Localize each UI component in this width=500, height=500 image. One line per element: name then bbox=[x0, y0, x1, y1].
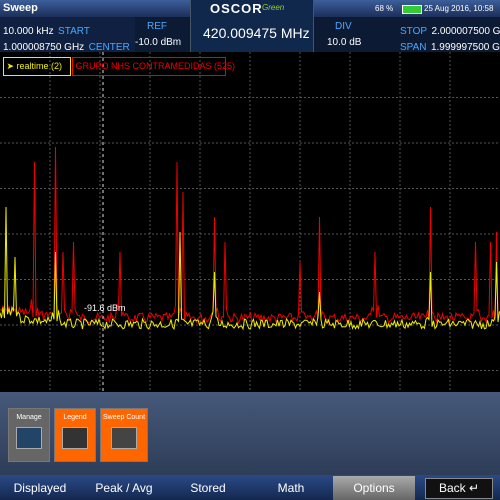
sweep-count-button[interactable]: Sweep Count bbox=[100, 408, 148, 462]
marker-label: -91.6 dBm bbox=[84, 303, 126, 313]
back-button[interactable]: Back ↵ bbox=[425, 478, 493, 499]
legend-icon bbox=[62, 427, 88, 449]
manage-icon bbox=[16, 427, 42, 449]
manage-text: Manage bbox=[16, 414, 42, 421]
legend-live-text: realtime (2) bbox=[16, 61, 63, 71]
tab[interactable]: Peak / Avg bbox=[95, 481, 153, 495]
start-label: START bbox=[58, 26, 90, 37]
datetime: 25 Aug 2016, 10:58 bbox=[424, 4, 494, 13]
frequency-panel bbox=[190, 0, 314, 52]
logo-sub: Green bbox=[262, 3, 285, 12]
tab[interactable]: Stored bbox=[190, 481, 226, 495]
max-trace bbox=[0, 146, 500, 325]
manage-button[interactable]: Manage bbox=[8, 408, 50, 462]
start-value: 10.000 kHz bbox=[3, 26, 54, 37]
center: 1.000008750 GHz CENTER bbox=[3, 37, 130, 55]
battery-icon bbox=[402, 5, 422, 14]
tab-selected[interactable]: Options bbox=[333, 476, 415, 500]
ref-value: -10.0 dBm bbox=[135, 37, 182, 48]
legend-max-text: GRUPO NHS CONTRAMEDIDAS (525) bbox=[75, 61, 236, 71]
back-text: Back bbox=[438, 481, 466, 495]
spectrum-plot: -91.6 dBm bbox=[0, 52, 500, 392]
tab-bar bbox=[0, 475, 500, 500]
center-label: CENTER bbox=[88, 42, 130, 53]
div-value: 10.0 dB bbox=[327, 37, 362, 48]
stop: STOP 2.000007500 GHz bbox=[400, 21, 500, 39]
start: 10.000 kHz START bbox=[3, 21, 90, 39]
tab[interactable]: Math bbox=[277, 481, 305, 495]
span-value: 1.999997500 GHz bbox=[430, 42, 500, 53]
live-trace bbox=[0, 206, 500, 331]
ref-label: REF bbox=[147, 21, 167, 32]
logo: OSCOR bbox=[210, 1, 263, 16]
battery-text: 68 % bbox=[375, 4, 394, 13]
title: Sweep bbox=[3, 2, 38, 14]
stop-value: 2.000007500 GHz bbox=[431, 26, 500, 37]
sweep-count-icon bbox=[111, 427, 137, 449]
div-label: DIV bbox=[335, 21, 352, 32]
grid bbox=[0, 52, 500, 392]
legend-text: Legend bbox=[63, 414, 87, 421]
legend-live: ➤ realtime (2) bbox=[3, 57, 71, 76]
legend-button[interactable]: Legend bbox=[54, 408, 96, 462]
sweep-count-text: Sweep Count bbox=[102, 414, 146, 421]
center-value: 1.000008750 GHz bbox=[3, 42, 85, 53]
tab[interactable]: Displayed bbox=[13, 481, 67, 495]
legend-max: GRUPO NHS CONTRAMEDIDAS (525) bbox=[72, 57, 235, 76]
span: SPAN 1.999997500 GHz bbox=[400, 37, 500, 55]
span-label: SPAN bbox=[400, 42, 427, 53]
start-panel bbox=[0, 17, 135, 52]
stop-label: STOP bbox=[400, 26, 428, 37]
center-frequency: 420.009475 MHz bbox=[203, 25, 310, 41]
